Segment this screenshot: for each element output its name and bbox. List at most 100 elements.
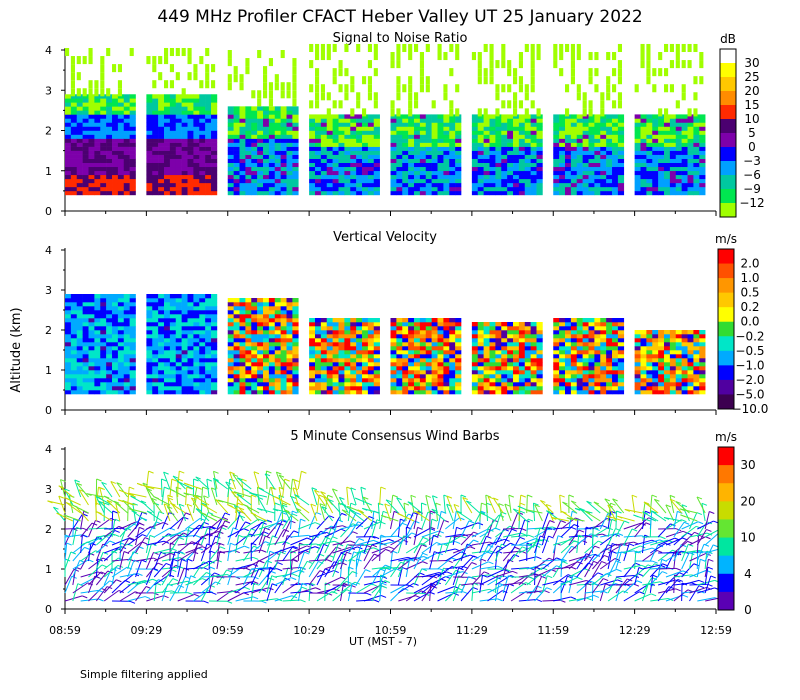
heatmap-cell <box>582 358 589 363</box>
heatmap-cell <box>263 334 270 339</box>
heatmap-cell <box>594 350 601 355</box>
heatmap-cell <box>123 310 130 315</box>
heatmap-cell <box>425 174 432 180</box>
heatmap-cell <box>402 186 409 192</box>
heatmap-cell <box>292 126 299 131</box>
heatmap-cell <box>245 354 252 359</box>
heatmap-cell <box>187 162 194 168</box>
heatmap-cell <box>268 326 276 331</box>
heatmap-cell <box>117 334 125 339</box>
heatmap-cell <box>326 382 333 387</box>
heatmap-cell <box>320 162 328 168</box>
heatmap-cell <box>594 154 601 159</box>
heatmap-cell <box>146 162 153 168</box>
wind-barb <box>177 559 183 578</box>
heatmap-cell <box>634 162 641 168</box>
heatmap-cell <box>536 354 543 359</box>
heatmap-cell <box>449 170 456 176</box>
heatmap-cell <box>507 370 514 375</box>
heatmap-cell <box>356 130 363 135</box>
heatmap-cell <box>82 130 89 135</box>
heatmap-cell <box>687 378 694 383</box>
heatmap-cell <box>309 154 316 159</box>
heatmap-cell <box>268 114 276 119</box>
heatmap-cell <box>233 310 240 315</box>
heatmap-cell <box>94 362 101 367</box>
heatmap-cell <box>699 190 706 196</box>
heatmap-cell <box>239 358 246 363</box>
heatmap-cell <box>164 98 171 103</box>
heatmap-cell <box>123 170 130 176</box>
heatmap-cell <box>158 354 165 359</box>
heatmap-cell <box>576 182 583 188</box>
heatmap-cell <box>367 374 375 379</box>
heatmap-cell <box>570 43 575 53</box>
heatmap-cell <box>94 166 101 172</box>
heatmap-cell <box>263 178 270 184</box>
heatmap-cell <box>489 342 496 347</box>
heatmap-cell <box>344 350 351 355</box>
heatmap-cell <box>524 166 531 172</box>
heatmap-cell <box>193 106 200 111</box>
heatmap-cell <box>106 134 113 139</box>
heatmap-cell <box>315 366 322 371</box>
heatmap-cell <box>640 358 647 363</box>
heatmap-cell <box>565 170 572 176</box>
heatmap-cell <box>292 162 299 168</box>
heatmap-cell <box>100 88 105 97</box>
heatmap-cell <box>373 158 380 163</box>
heatmap-cell <box>65 354 72 359</box>
heatmap-cell <box>94 294 101 299</box>
heatmap-cell <box>507 334 514 339</box>
heatmap-cell <box>699 122 706 127</box>
heatmap-cell <box>425 142 432 147</box>
heatmap-cell <box>286 90 291 99</box>
heatmap-cell <box>606 386 613 391</box>
heatmap-cell <box>320 350 328 355</box>
heatmap-cell <box>112 362 119 367</box>
wind-barb <box>64 576 73 594</box>
heatmap-cell <box>396 162 403 168</box>
heatmap-cell <box>152 102 159 107</box>
heatmap-cell <box>559 190 566 196</box>
heatmap-cell <box>117 306 125 311</box>
heatmap-cell <box>112 162 119 168</box>
heatmap-cell <box>390 318 397 323</box>
heatmap-cell <box>570 322 578 327</box>
heatmap-cell <box>193 138 200 143</box>
heatmap-cell <box>181 326 188 331</box>
heatmap-cell <box>455 130 462 135</box>
heatmap-cell <box>507 150 514 155</box>
heatmap-cell <box>367 386 375 391</box>
heatmap-cell <box>606 358 613 363</box>
wind-barb <box>72 583 79 602</box>
heatmap-cell <box>408 150 415 155</box>
heatmap-cell <box>70 94 78 99</box>
heatmap-cell <box>158 98 165 103</box>
heatmap-cell <box>471 382 479 387</box>
heatmap-cell <box>536 174 543 180</box>
heatmap-cell <box>565 130 572 135</box>
heatmap-cell <box>594 374 601 379</box>
heatmap-cell <box>123 318 130 323</box>
heatmap-cell <box>524 326 531 331</box>
heatmap-cell <box>524 330 531 335</box>
heatmap-cell <box>431 174 438 180</box>
heatmap-cell <box>471 182 479 188</box>
heatmap-cell <box>82 346 89 351</box>
heatmap-cell <box>588 100 593 109</box>
heatmap-cell <box>606 130 613 135</box>
heatmap-cell <box>414 366 421 371</box>
heatmap-cell <box>582 366 589 371</box>
heatmap-cell <box>687 358 694 363</box>
heatmap-cell <box>507 162 514 168</box>
heatmap-cell <box>471 362 479 367</box>
heatmap-cell <box>280 170 287 176</box>
heatmap-cell <box>152 138 159 143</box>
heatmap-cell <box>443 370 450 375</box>
heatmap-cell <box>199 154 206 159</box>
heatmap-cell <box>320 378 328 383</box>
heatmap-cell <box>414 100 419 109</box>
heatmap-cell <box>693 370 700 375</box>
heatmap-cell <box>205 170 212 176</box>
